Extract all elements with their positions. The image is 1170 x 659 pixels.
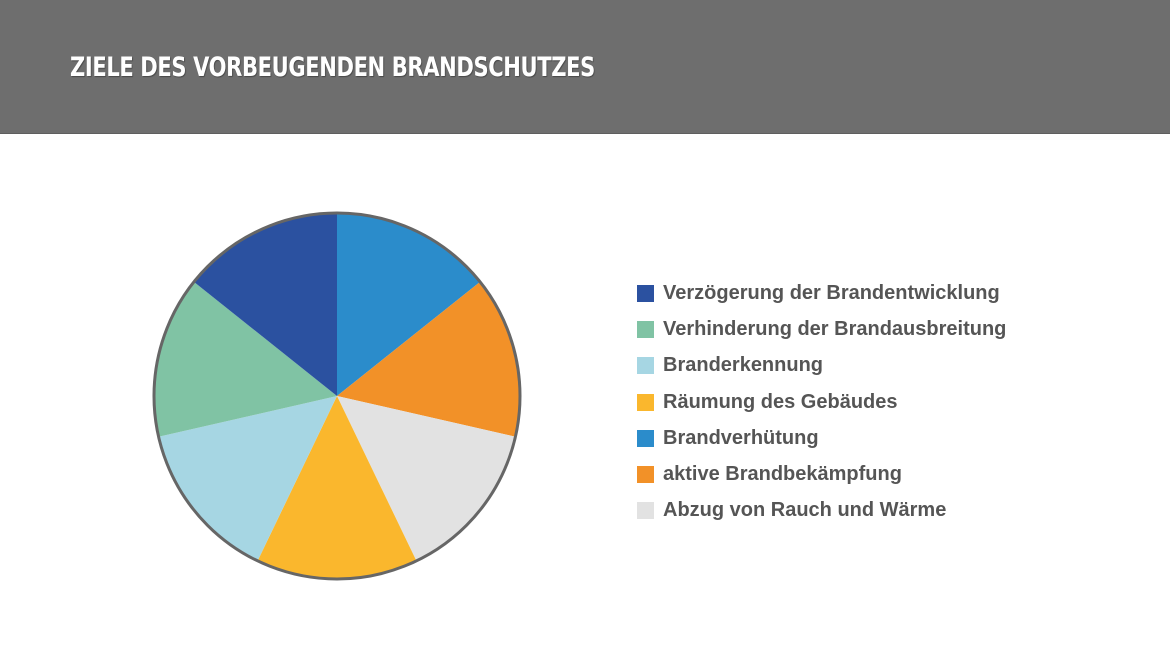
legend-label: Verhinderung der Brandausbreitung — [663, 317, 1007, 340]
legend-item: Abzug von Rauch und Wärme — [637, 493, 1006, 529]
pie-slice — [154, 281, 337, 437]
legend-item: Brandverhütung — [637, 420, 1006, 456]
legend-swatch — [637, 393, 654, 411]
pie-slice — [257, 396, 417, 579]
chart-legend: Verzögerung der Brandentwicklung Verhind… — [637, 275, 1006, 529]
legend-swatch — [637, 429, 654, 447]
slide-header: ZIELE DES VORBEUGENDEN BRANDSCHUTZES — [0, 0, 1170, 134]
legend-label: Abzug von Rauch und Wärme — [663, 499, 947, 522]
legend-label: Brandverhütung — [663, 426, 819, 449]
pie-slice — [193, 213, 337, 396]
legend-item: Branderkennung — [637, 348, 1006, 384]
legend-item: Verhinderung der Brandausbreitung — [637, 311, 1006, 347]
legend-swatch — [637, 284, 654, 302]
pie-outline — [152, 211, 522, 581]
legend-label: Räumung des Gebäudes — [663, 390, 898, 413]
legend-item: aktive Brandbekämpfung — [637, 456, 1006, 492]
legend-item: Räumung des Gebäudes — [637, 384, 1006, 420]
slide-title: ZIELE DES VORBEUGENDEN BRANDSCHUTZES — [70, 52, 595, 83]
legend-swatch — [637, 502, 654, 520]
legend-label: Branderkennung — [663, 354, 824, 377]
pie-slice — [337, 281, 520, 437]
legend-item: Verzögerung der Brandentwicklung — [637, 275, 1006, 311]
legend-swatch — [637, 320, 654, 338]
pie-slice — [337, 213, 481, 396]
pie-chart — [152, 211, 522, 581]
legend-label: Verzögerung der Brandentwicklung — [663, 281, 1000, 304]
legend-swatch — [637, 466, 654, 484]
legend-label: aktive Brandbekämpfung — [663, 463, 902, 486]
legend-swatch — [637, 357, 654, 375]
